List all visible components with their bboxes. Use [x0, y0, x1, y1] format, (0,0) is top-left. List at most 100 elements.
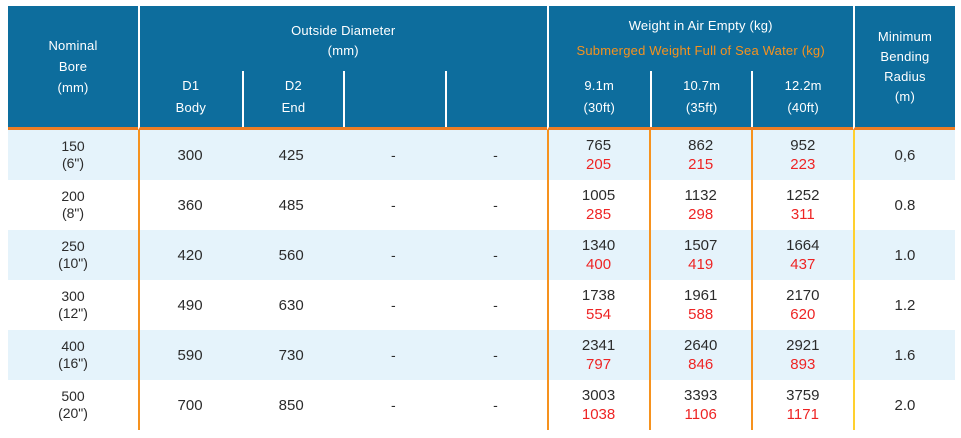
d2-label: End — [281, 100, 306, 116]
table-row: 200 (8") 360 485 - - 1005 285 1132 298 1… — [8, 180, 955, 230]
weight-cell-9-1m: 3003 1038 — [546, 380, 649, 430]
weight-cell-10-7m: 1507 419 — [648, 230, 751, 280]
air-weight-value: 2640 — [684, 337, 718, 354]
air-weight-value: 952 — [790, 137, 816, 154]
air-weight-value: 1507 — [684, 237, 718, 254]
air-weight-value: 1664 — [786, 237, 820, 254]
submerged-weight-value: 588 — [688, 306, 714, 323]
weight-cell-12-2m: 1664 437 — [750, 230, 853, 280]
submerged-weight-value: 437 — [790, 256, 816, 273]
submerged-weight-value: 1171 — [786, 406, 819, 423]
submerged-weight-value: 223 — [790, 156, 816, 173]
submerged-weight-value: 797 — [586, 356, 612, 373]
air-weight-value: 1005 — [581, 187, 616, 204]
spare-diameter-cell-2: - — [493, 397, 498, 413]
weight-cell-12-2m: 3759 1171 — [750, 380, 853, 430]
air-weight-value: 1252 — [786, 187, 820, 204]
header-nominal-bore: Nominal Bore (mm) — [8, 6, 138, 130]
weight-cell-9-1m: 1340 400 — [546, 230, 649, 280]
subheader-length-9-1m: 9.1m (30ft) — [583, 77, 615, 116]
nominal-bore-cell: 500 (20") — [58, 388, 88, 421]
table-row: 300 (12") 490 630 - - 1738 554 1961 588 … — [8, 280, 955, 330]
d2-end-cell: 850 — [278, 396, 304, 414]
weight-cell-9-1m: 765 205 — [546, 130, 649, 180]
header-submerged-weight-title: Submerged Weight Full of Sea Water (kg) — [576, 43, 825, 58]
submerged-weight-value: 298 — [688, 206, 714, 223]
subheader-spare-1 — [343, 71, 445, 127]
submerged-weight-value: 893 — [790, 356, 816, 373]
air-weight-value: 765 — [586, 137, 612, 154]
air-weight-value: 2341 — [581, 337, 616, 354]
submerged-weight-value: 400 — [586, 256, 612, 273]
spare-diameter-cell-2: - — [493, 247, 498, 263]
min-bending-radius-cell: 1.6 — [852, 330, 955, 380]
min-bending-radius-cell: 1.2 — [852, 280, 955, 330]
d2-end-cell: 730 — [278, 346, 304, 364]
header-minimum-bending-radius: Minimum Bending Radius (m) — [852, 6, 955, 130]
table-row: 400 (16") 590 730 - - 2341 797 2640 846 … — [8, 330, 955, 380]
air-weight-value: 1340 — [581, 237, 616, 254]
weight-cell-12-2m: 2921 893 — [750, 330, 853, 380]
weight-length-subheader: 9.1m (30ft) 10.7m (35ft) 12.2m (40ft) — [549, 71, 853, 127]
d1-label: Body — [175, 100, 207, 116]
weight-cell-9-1m: 1738 554 — [546, 280, 649, 330]
table-body: 150 (6") 300 425 - - 765 205 862 215 952… — [8, 130, 955, 430]
submerged-weight-value: 846 — [688, 356, 714, 373]
subheader-spare-2 — [444, 71, 547, 127]
air-weight-value: 2170 — [786, 287, 820, 304]
subheader-d1-body: D1 Body — [140, 71, 242, 127]
d2-end-cell: 425 — [278, 146, 304, 164]
pipe-specification-table: Nominal Bore (mm) Outside Diameter (mm) … — [8, 6, 955, 430]
spare-diameter-cell-2: - — [493, 197, 498, 213]
air-weight-value: 1738 — [581, 287, 616, 304]
min-bending-radius-cell: 2.0 — [852, 380, 955, 430]
submerged-weight-value: 554 — [586, 306, 612, 323]
air-weight-value: 3393 — [684, 387, 718, 404]
d1-body-cell: 420 — [138, 230, 240, 280]
min-bending-radius-cell: 0.8 — [852, 180, 955, 230]
d1-body-cell: 300 — [138, 130, 240, 180]
air-weight-value: 1132 — [684, 187, 717, 204]
subheader-d2-end: D2 End — [241, 71, 344, 127]
submerged-weight-value: 1106 — [684, 406, 717, 423]
air-weight-value: 862 — [688, 137, 714, 154]
spare-diameter-cell-2: - — [493, 347, 498, 363]
header-outside-diameter-title: Outside Diameter (mm) — [291, 22, 396, 58]
weight-cell-10-7m: 1132 298 — [648, 180, 751, 230]
spare-diameter-cell-1: - — [390, 247, 396, 263]
weight-cell-12-2m: 2170 620 — [750, 280, 853, 330]
table-row: 500 (20") 700 850 - - 3003 1038 3393 110… — [8, 380, 955, 430]
spare-diameter-cell-1: - — [390, 397, 396, 413]
outside-diameter-subheader: D1 Body D2 End — [140, 71, 547, 127]
weight-cell-10-7m: 2640 846 — [648, 330, 751, 380]
d1-body-cell: 490 — [138, 280, 240, 330]
nominal-bore-cell: 400 (16") — [58, 338, 88, 371]
d2-code: D2 — [284, 77, 302, 93]
d2-end-cell: 560 — [278, 246, 304, 264]
submerged-weight-value: 215 — [688, 156, 714, 173]
d2-end-cell: 485 — [278, 196, 304, 214]
submerged-weight-value: 1038 — [581, 406, 616, 423]
spare-diameter-cell-1: - — [390, 297, 396, 313]
weight-cell-10-7m: 862 215 — [648, 130, 751, 180]
header-weight-in-air-title: Weight in Air Empty (kg) — [628, 18, 773, 33]
weight-cell-9-1m: 2341 797 — [546, 330, 649, 380]
header-weight-group: Weight in Air Empty (kg) Submerged Weigh… — [546, 6, 853, 130]
nominal-bore-cell: 150 (6") — [61, 138, 85, 171]
weight-cell-10-7m: 3393 1106 — [648, 380, 751, 430]
spare-diameter-cell-1: - — [390, 197, 396, 213]
min-bending-radius-cell: 1.0 — [852, 230, 955, 280]
weight-cell-10-7m: 1961 588 — [648, 280, 751, 330]
submerged-weight-value: 205 — [586, 156, 612, 173]
spare-diameter-cell-1: - — [390, 147, 396, 163]
weight-cell-12-2m: 952 223 — [750, 130, 853, 180]
subheader-length-10-7m: 10.7m (35ft) — [649, 71, 751, 127]
submerged-weight-value: 620 — [790, 306, 816, 323]
weight-cell-9-1m: 1005 285 — [546, 180, 649, 230]
d2-end-cell: 630 — [278, 296, 304, 314]
d1-body-cell: 700 — [138, 380, 240, 430]
subheader-length-12-2m: 12.2m (40ft) — [751, 71, 852, 127]
air-weight-value: 2921 — [786, 337, 820, 354]
table-header: Nominal Bore (mm) Outside Diameter (mm) … — [8, 6, 955, 130]
